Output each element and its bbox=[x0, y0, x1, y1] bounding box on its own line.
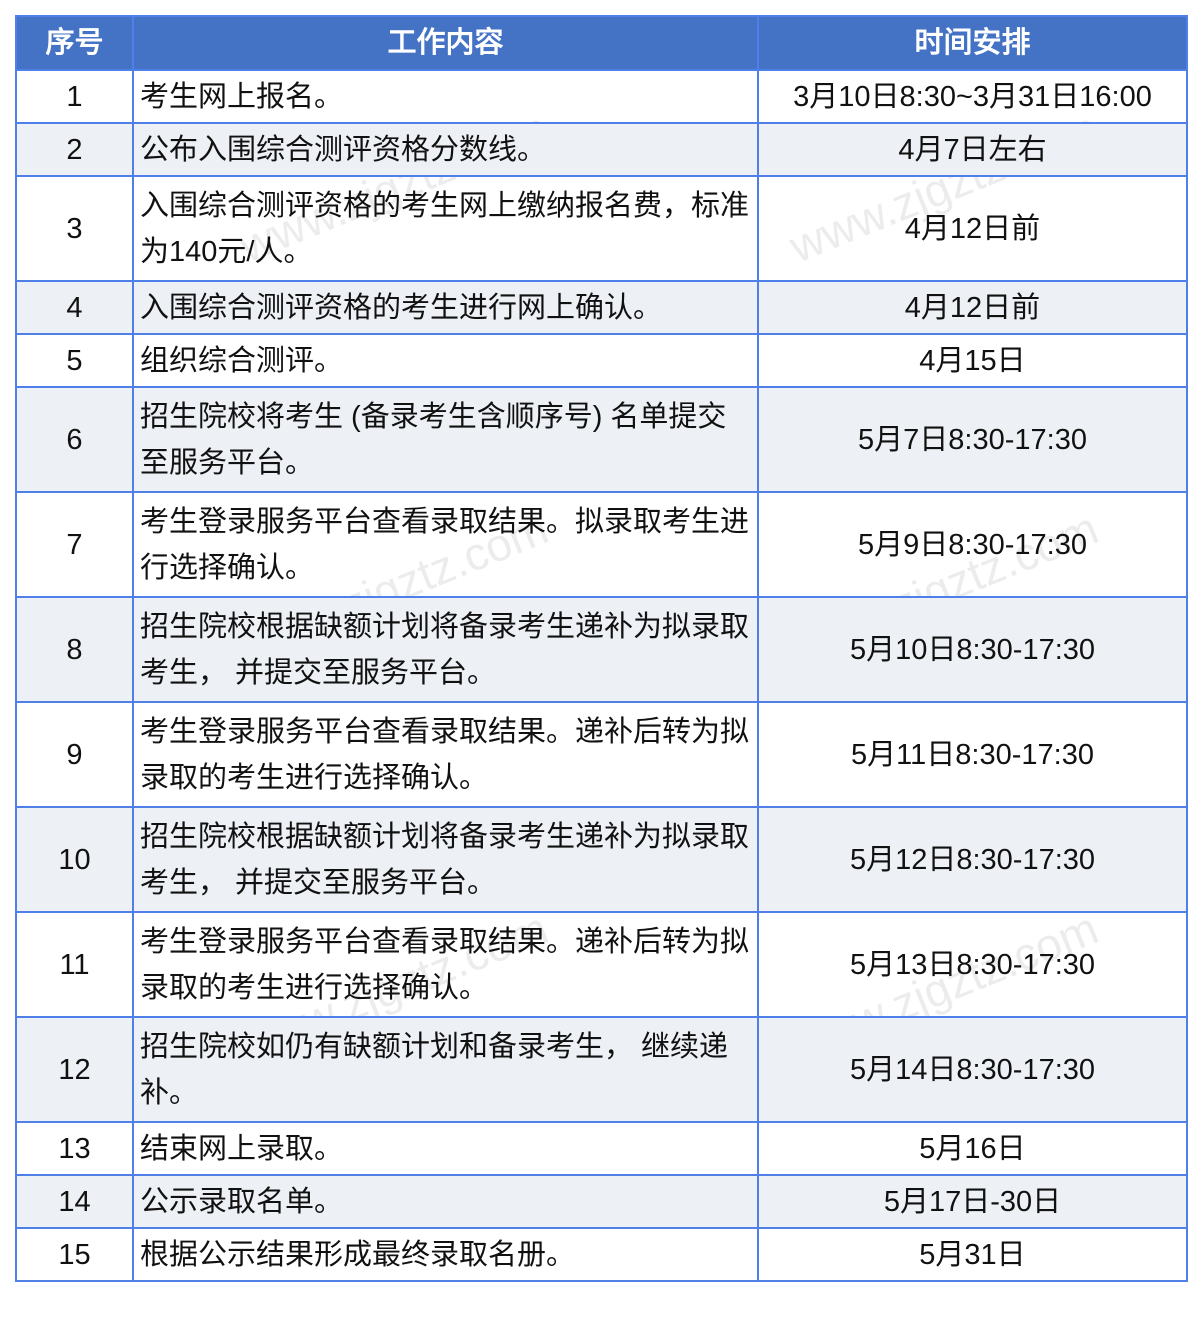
row-number: 7 bbox=[15, 491, 134, 598]
table-row: 6 招生院校将考生 (备录考生含顺序号) 名单提交至服务平台。 5月7日8:30-1… bbox=[15, 386, 1188, 493]
table-row: 4 入围综合测评资格的考生进行网上确认。 4月12日前 bbox=[15, 280, 1188, 335]
row-time: 5月14日8:30-17:30 bbox=[757, 1016, 1188, 1123]
row-number: 3 bbox=[15, 175, 134, 282]
table-row: 10 招生院校根据缺额计划将备录考生递补为拟录取考生， 并提交至服务平台。 5月12… bbox=[15, 806, 1188, 913]
row-number: 2 bbox=[15, 122, 134, 177]
row-content: 组织综合测评。 bbox=[132, 333, 759, 388]
row-content: 招生院校根据缺额计划将备录考生递补为拟录取考生， 并提交至服务平台。 bbox=[132, 806, 759, 913]
header-no: 序号 bbox=[15, 15, 134, 71]
row-time: 5月10日8:30-17:30 bbox=[757, 596, 1188, 703]
table-row: 14 公示录取名单。 5月17日-30日 bbox=[15, 1174, 1188, 1229]
header-row: 序号 工作内容 时间安排 bbox=[15, 15, 1188, 71]
row-number: 12 bbox=[15, 1016, 134, 1123]
header-time: 时间安排 bbox=[757, 15, 1188, 71]
row-time: 4月12日前 bbox=[757, 280, 1188, 335]
row-content: 招生院校将考生 (备录考生含顺序号) 名单提交至服务平台。 bbox=[132, 386, 759, 493]
row-number: 5 bbox=[15, 333, 134, 388]
table-row: 1 考生网上报名。 3月10日8:30~3月31日16:00 bbox=[15, 69, 1188, 124]
row-time: 5月7日8:30-17:30 bbox=[757, 386, 1188, 493]
row-time: 5月9日8:30-17:30 bbox=[757, 491, 1188, 598]
row-number: 13 bbox=[15, 1121, 134, 1176]
row-time: 4月12日前 bbox=[757, 175, 1188, 282]
row-number: 10 bbox=[15, 806, 134, 913]
row-number: 11 bbox=[15, 911, 134, 1018]
table-row: 7 考生登录服务平台查看录取结果。拟录取考生进行选择确认。 5月9日8:30-17:… bbox=[15, 491, 1188, 598]
row-content: 结束网上录取。 bbox=[132, 1121, 759, 1176]
row-time: 5月13日8:30-17:30 bbox=[757, 911, 1188, 1018]
table-row: 13 结束网上录取。 5月16日 bbox=[15, 1121, 1188, 1176]
row-number: 1 bbox=[15, 69, 134, 124]
table-row: 11 考生登录服务平台查看录取结果。递补后转为拟录取的考生进行选择确认。 5月13日… bbox=[15, 911, 1188, 1018]
row-time: 5月17日-30日 bbox=[757, 1174, 1188, 1229]
row-number: 8 bbox=[15, 596, 134, 703]
row-number: 9 bbox=[15, 701, 134, 808]
row-time: 5月12日8:30-17:30 bbox=[757, 806, 1188, 913]
table-row: 12 招生院校如仍有缺额计划和备录考生， 继续递补。 5月14日8:30-17:30 bbox=[15, 1016, 1188, 1123]
row-time: 3月10日8:30~3月31日16:00 bbox=[757, 69, 1188, 124]
row-content: 考生登录服务平台查看录取结果。递补后转为拟录取的考生进行选择确认。 bbox=[132, 911, 759, 1018]
table-row: 2 公布入围综合测评资格分数线。 4月7日左右 bbox=[15, 122, 1188, 177]
row-content: 考生网上报名。 bbox=[132, 69, 759, 124]
row-number: 4 bbox=[15, 280, 134, 335]
row-content: 入围综合测评资格的考生网上缴纳报名费，标准为140元/人。 bbox=[132, 175, 759, 282]
row-content: 根据公示结果形成最终录取名册。 bbox=[132, 1227, 759, 1282]
row-content: 入围综合测评资格的考生进行网上确认。 bbox=[132, 280, 759, 335]
row-content: 公示录取名单。 bbox=[132, 1174, 759, 1229]
table-row: 8 招生院校根据缺额计划将备录考生递补为拟录取考生， 并提交至服务平台。 5月10日… bbox=[15, 596, 1188, 703]
table-row: 15 根据公示结果形成最终录取名册。 5月31日 bbox=[15, 1227, 1188, 1282]
row-time: 4月7日左右 bbox=[757, 122, 1188, 177]
row-time: 4月15日 bbox=[757, 333, 1188, 388]
row-content: 考生登录服务平台查看录取结果。递补后转为拟录取的考生进行选择确认。 bbox=[132, 701, 759, 808]
table-row: 3 入围综合测评资格的考生网上缴纳报名费，标准为140元/人。 4月12日前 bbox=[15, 175, 1188, 282]
row-number: 6 bbox=[15, 386, 134, 493]
row-time: 5月31日 bbox=[757, 1227, 1188, 1282]
row-content: 招生院校如仍有缺额计划和备录考生， 继续递补。 bbox=[132, 1016, 759, 1123]
table-row: 5 组织综合测评。 4月15日 bbox=[15, 333, 1188, 388]
row-number: 14 bbox=[15, 1174, 134, 1229]
row-content: 公布入围综合测评资格分数线。 bbox=[132, 122, 759, 177]
row-content: 考生登录服务平台查看录取结果。拟录取考生进行选择确认。 bbox=[132, 491, 759, 598]
row-time: 5月11日8:30-17:30 bbox=[757, 701, 1188, 808]
schedule-table: 序号 工作内容 时间安排 1 考生网上报名。 3月10日8:30~3月31日16:0… bbox=[15, 15, 1188, 1282]
header-content: 工作内容 bbox=[132, 15, 759, 71]
row-time: 5月16日 bbox=[757, 1121, 1188, 1176]
row-content: 招生院校根据缺额计划将备录考生递补为拟录取考生， 并提交至服务平台。 bbox=[132, 596, 759, 703]
table-row: 9 考生登录服务平台查看录取结果。递补后转为拟录取的考生进行选择确认。 5月11日8… bbox=[15, 701, 1188, 808]
row-number: 15 bbox=[15, 1227, 134, 1282]
